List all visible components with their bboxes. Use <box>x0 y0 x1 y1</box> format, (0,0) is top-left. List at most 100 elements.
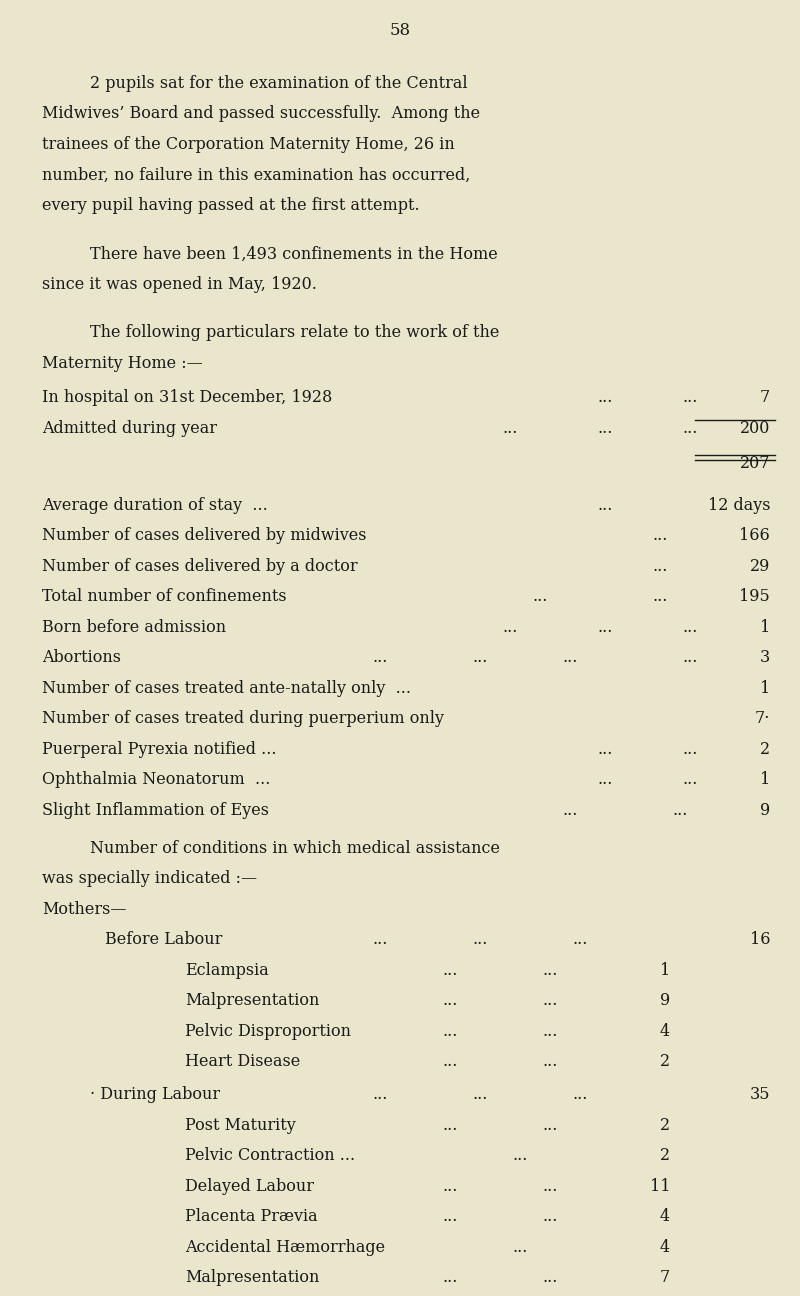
Text: 9: 9 <box>660 993 670 1010</box>
Text: 9: 9 <box>760 802 770 819</box>
Text: ...: ... <box>542 1178 558 1195</box>
Text: 4: 4 <box>660 1239 670 1256</box>
Text: every pupil having passed at the first attempt.: every pupil having passed at the first a… <box>42 197 420 214</box>
Text: Born before admission: Born before admission <box>42 619 226 636</box>
Text: 3: 3 <box>760 649 770 666</box>
Text: ...: ... <box>442 1208 458 1226</box>
Text: ...: ... <box>598 496 613 515</box>
Text: ...: ... <box>472 932 488 949</box>
Text: Delayed Labour: Delayed Labour <box>185 1178 314 1195</box>
Text: ...: ... <box>598 390 613 407</box>
Text: Average duration of stay  ...: Average duration of stay ... <box>42 496 268 515</box>
Text: ...: ... <box>542 1208 558 1226</box>
Text: ...: ... <box>542 1054 558 1070</box>
Text: The following particulars relate to the work of the: The following particulars relate to the … <box>90 324 499 342</box>
Text: ...: ... <box>572 1086 588 1103</box>
Text: Eclampsia: Eclampsia <box>185 962 269 978</box>
Text: ...: ... <box>652 559 668 575</box>
Text: 1: 1 <box>760 771 770 788</box>
Text: ...: ... <box>682 771 698 788</box>
Text: ...: ... <box>682 649 698 666</box>
Text: 7: 7 <box>660 1270 670 1287</box>
Text: ...: ... <box>542 962 558 978</box>
Text: ...: ... <box>442 993 458 1010</box>
Text: ...: ... <box>572 932 588 949</box>
Text: Accidental Hæmorrhage: Accidental Hæmorrhage <box>185 1239 385 1256</box>
Text: ...: ... <box>562 649 578 666</box>
Text: 2: 2 <box>660 1117 670 1134</box>
Text: ...: ... <box>542 993 558 1010</box>
Text: ...: ... <box>442 1023 458 1039</box>
Text: ...: ... <box>542 1023 558 1039</box>
Text: ...: ... <box>598 420 613 437</box>
Text: 11: 11 <box>650 1178 670 1195</box>
Text: ...: ... <box>442 1054 458 1070</box>
Text: Heart Disease: Heart Disease <box>185 1054 300 1070</box>
Text: ...: ... <box>502 420 518 437</box>
Text: ...: ... <box>672 802 688 819</box>
Text: ...: ... <box>652 527 668 544</box>
Text: ...: ... <box>598 619 613 636</box>
Text: ...: ... <box>598 771 613 788</box>
Text: Mothers—: Mothers— <box>42 901 126 918</box>
Text: ...: ... <box>512 1239 528 1256</box>
Text: ...: ... <box>682 619 698 636</box>
Text: since it was opened in May, 1920.: since it was opened in May, 1920. <box>42 276 317 293</box>
Text: Admitted during year: Admitted during year <box>42 420 217 437</box>
Text: 2: 2 <box>660 1147 670 1165</box>
Text: ...: ... <box>682 741 698 758</box>
Text: ...: ... <box>472 1086 488 1103</box>
Text: Number of cases treated during puerperium only: Number of cases treated during puerperiu… <box>42 710 444 727</box>
Text: Number of cases delivered by a doctor: Number of cases delivered by a doctor <box>42 559 358 575</box>
Text: ...: ... <box>532 588 548 605</box>
Text: Pelvic Disproportion: Pelvic Disproportion <box>185 1023 351 1039</box>
Text: number, no failure in this examination has occurred,: number, no failure in this examination h… <box>42 166 470 184</box>
Text: Post Maturity: Post Maturity <box>185 1117 296 1134</box>
Text: In hospital on 31st December, 1928: In hospital on 31st December, 1928 <box>42 390 332 407</box>
Text: · During Labour: · During Labour <box>90 1086 220 1103</box>
Text: 207: 207 <box>739 455 770 472</box>
Text: 16: 16 <box>750 932 770 949</box>
Text: ...: ... <box>682 390 698 407</box>
Text: Number of conditions in which medical assistance: Number of conditions in which medical as… <box>90 840 500 857</box>
Text: Maternity Home :—: Maternity Home :— <box>42 355 202 372</box>
Text: Placenta Prævia: Placenta Prævia <box>185 1208 318 1226</box>
Text: ...: ... <box>502 619 518 636</box>
Text: ...: ... <box>442 1178 458 1195</box>
Text: ...: ... <box>442 1117 458 1134</box>
Text: ...: ... <box>562 802 578 819</box>
Text: 166: 166 <box>739 527 770 544</box>
Text: ...: ... <box>682 420 698 437</box>
Text: ...: ... <box>472 649 488 666</box>
Text: was specially indicated :—: was specially indicated :— <box>42 871 257 888</box>
Text: Number of cases delivered by midwives: Number of cases delivered by midwives <box>42 527 366 544</box>
Text: 2 pupils sat for the examination of the Central: 2 pupils sat for the examination of the … <box>90 75 468 92</box>
Text: 1: 1 <box>760 680 770 697</box>
Text: 35: 35 <box>750 1086 770 1103</box>
Text: Pelvic Contraction ...: Pelvic Contraction ... <box>185 1147 355 1165</box>
Text: Slight Inflammation of Eyes: Slight Inflammation of Eyes <box>42 802 269 819</box>
Text: Malpresentation: Malpresentation <box>185 1270 319 1287</box>
Text: ...: ... <box>372 1086 388 1103</box>
Text: 4: 4 <box>660 1208 670 1226</box>
Text: Puerperal Pyrexia notified ...: Puerperal Pyrexia notified ... <box>42 741 277 758</box>
Text: Malpresentation: Malpresentation <box>185 993 319 1010</box>
Text: 4: 4 <box>660 1023 670 1039</box>
Text: ...: ... <box>442 962 458 978</box>
Text: ...: ... <box>372 932 388 949</box>
Text: 29: 29 <box>750 559 770 575</box>
Text: There have been 1,493 confinements in the Home: There have been 1,493 confinements in th… <box>90 245 498 263</box>
Text: 58: 58 <box>390 22 410 39</box>
Text: 7·: 7· <box>754 710 770 727</box>
Text: ...: ... <box>442 1270 458 1287</box>
Text: Total number of confinements: Total number of confinements <box>42 588 286 605</box>
Text: 2: 2 <box>760 741 770 758</box>
Text: ...: ... <box>652 588 668 605</box>
Text: Abortions: Abortions <box>42 649 121 666</box>
Text: 2: 2 <box>660 1054 670 1070</box>
Text: trainees of the Corporation Maternity Home, 26 in: trainees of the Corporation Maternity Ho… <box>42 136 454 153</box>
Text: ...: ... <box>512 1147 528 1165</box>
Text: 12 days: 12 days <box>707 496 770 515</box>
Text: 1: 1 <box>660 962 670 978</box>
Text: ...: ... <box>372 649 388 666</box>
